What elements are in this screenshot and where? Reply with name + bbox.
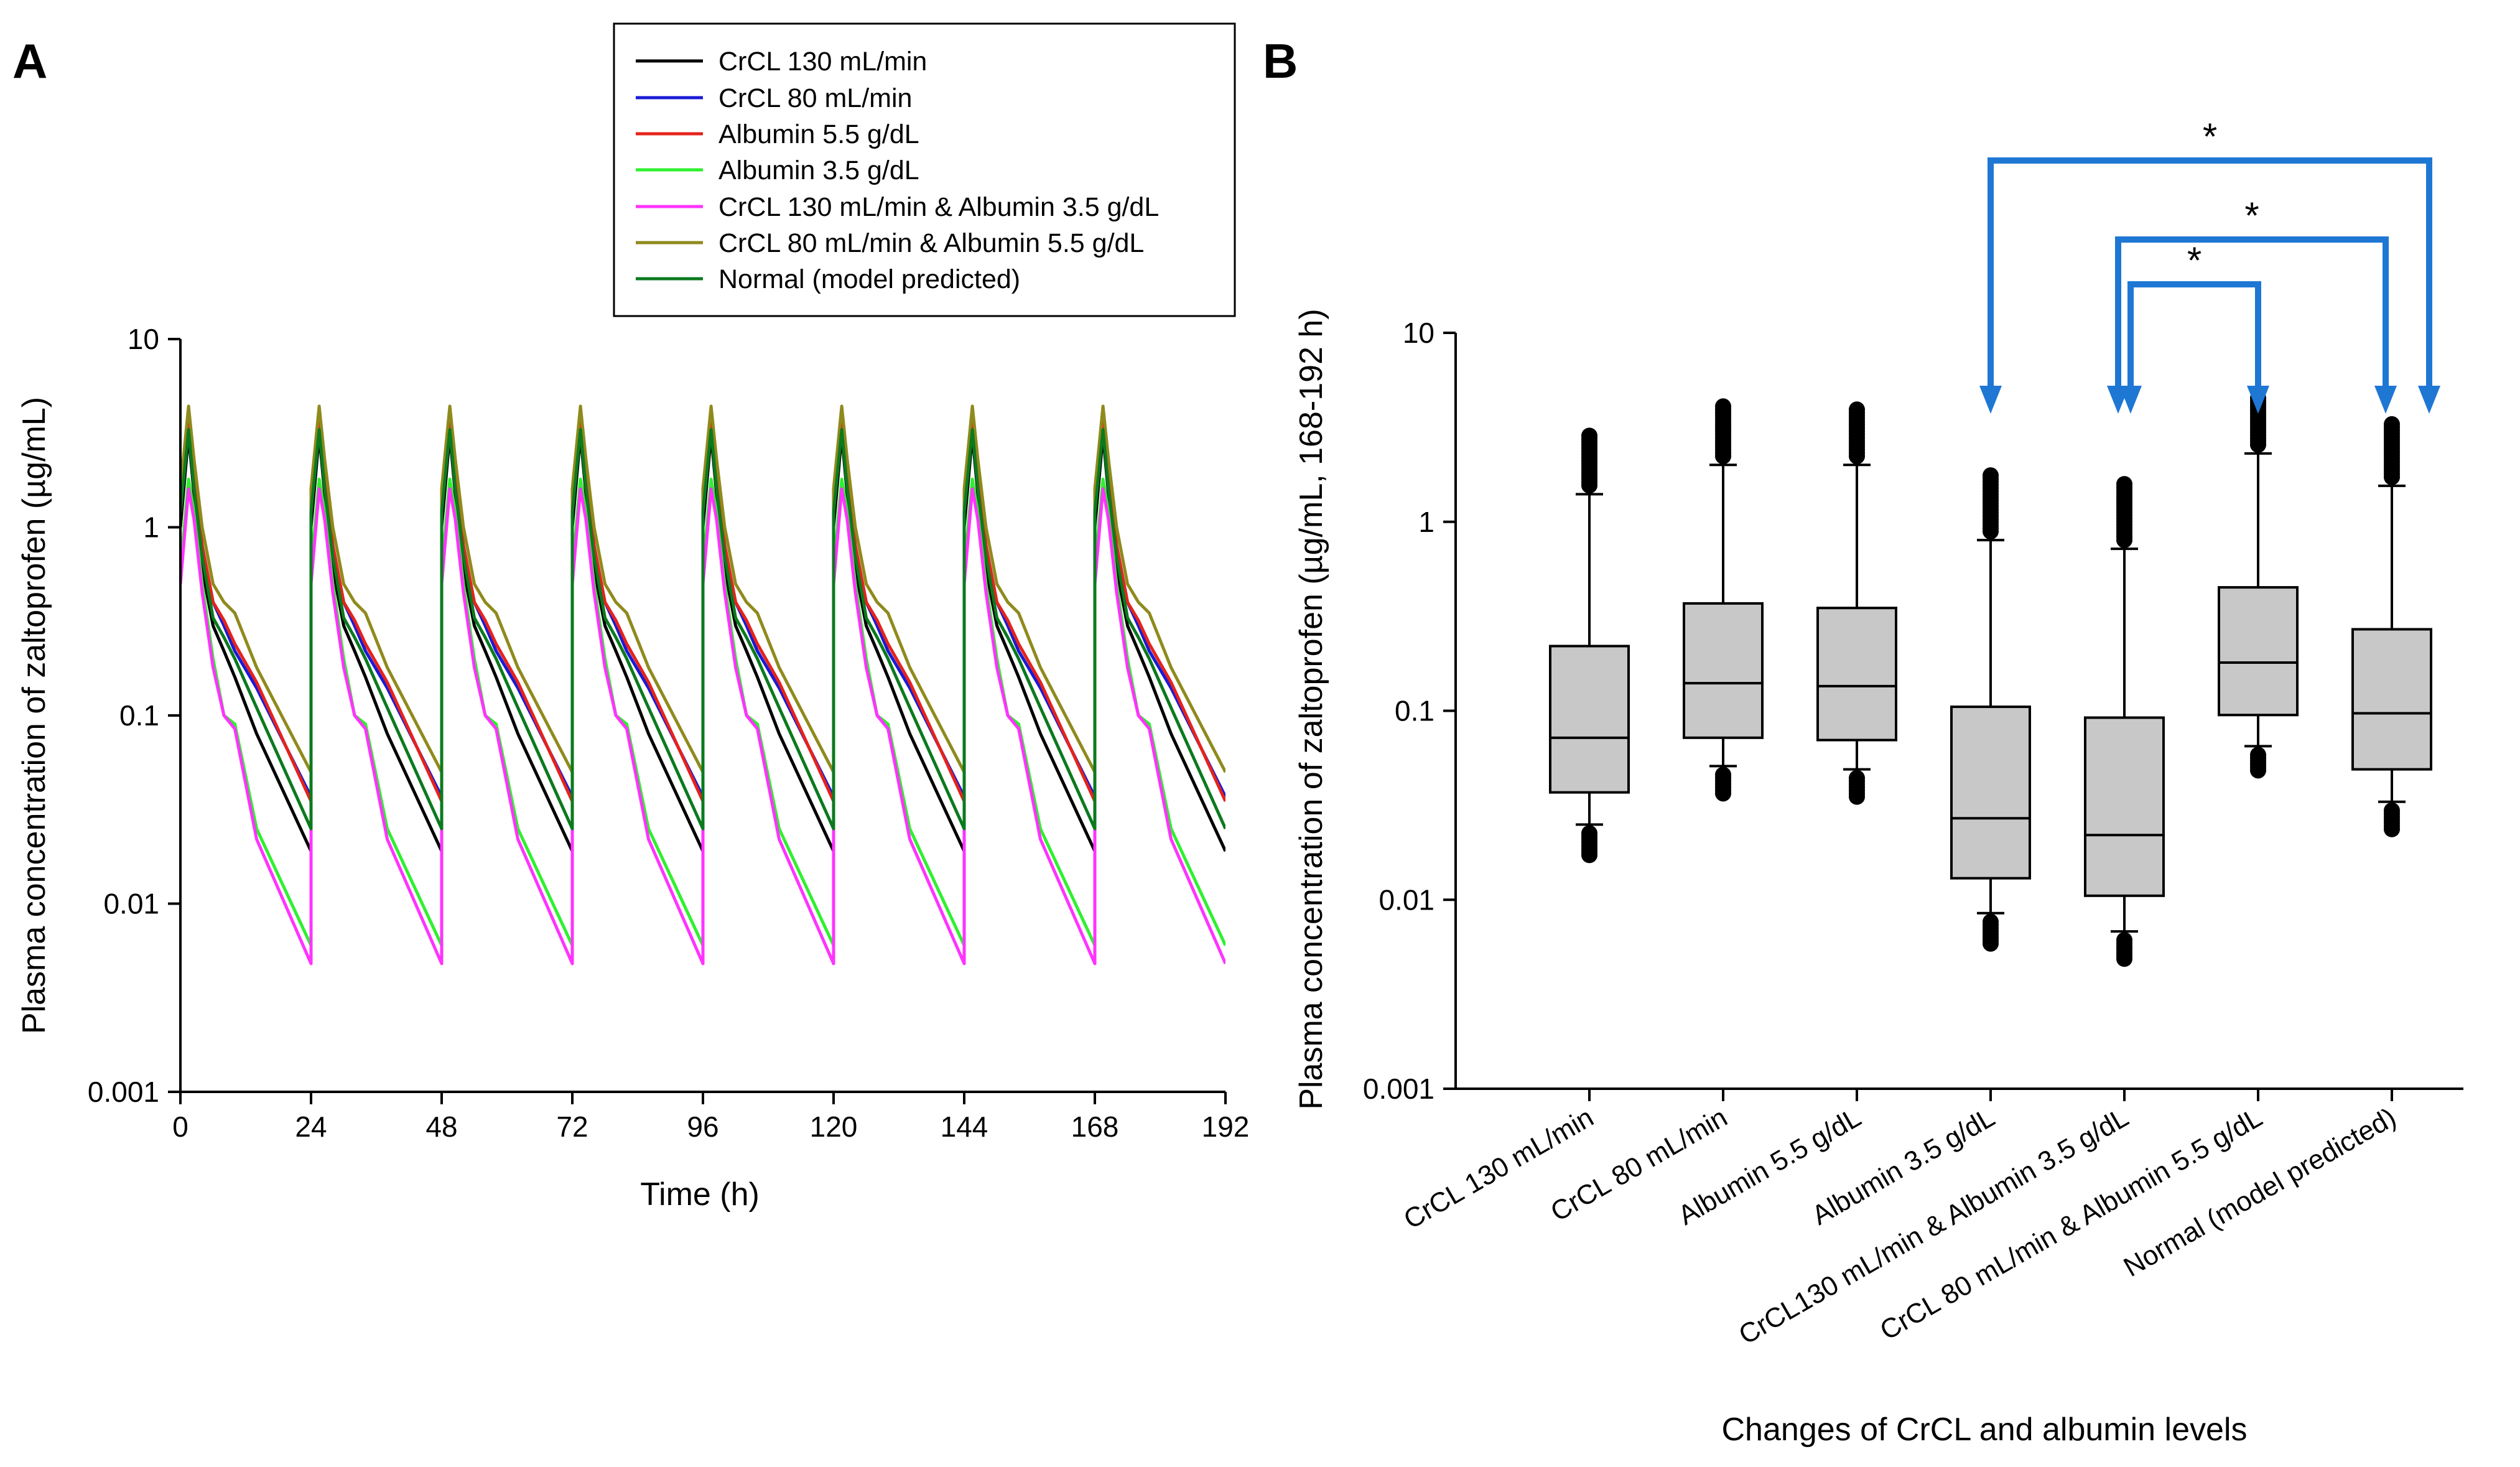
box-iqr — [1950, 706, 2031, 880]
panel-a-ticks: 0.001 0.01 0.1 1 10 0 24 48 72 96 120 144 168 192 — [88, 323, 1250, 1143]
significance-arrowhead — [2418, 386, 2440, 414]
box-outlier-point — [2384, 416, 2400, 432]
legend-label: Normal (model predicted) — [718, 264, 1020, 294]
legend-entry-alb35: Albumin 3.5 g/dL — [636, 156, 919, 185]
x-tick-label: 144 — [941, 1111, 988, 1143]
legend-label: CrCL 80 mL/min — [718, 83, 912, 113]
panel-b-ticks: 0.001 0.01 0.1 1 10 — [1363, 317, 1456, 1105]
box-outlier-point — [1715, 398, 1731, 415]
x-tick-label: 192 — [1202, 1111, 1250, 1143]
y-tick-label: 10 — [1403, 317, 1434, 349]
y-tick-label: 1 — [1418, 506, 1434, 538]
panel-b-boxes — [1549, 389, 2432, 967]
legend-entry-crcl80: CrCL 80 mL/min — [636, 83, 912, 113]
legend-entry-alb55: Albumin 5.5 g/dL — [636, 119, 919, 149]
y-tick-label: 10 — [128, 323, 159, 355]
legend-frame — [613, 22, 1236, 317]
x-tick-label: 24 — [295, 1111, 327, 1143]
panel-b-label: B — [1263, 34, 1298, 88]
legend-entry-crcl130: CrCL 130 mL/min — [636, 47, 927, 77]
legend-label: CrCL 130 mL/min & Albumin 3.5 g/dL — [718, 192, 1159, 222]
x-tick-label: 96 — [687, 1111, 718, 1143]
box-iqr — [1549, 645, 1630, 794]
legend-entry-crcl130-alb35: CrCL 130 mL/min & Albumin 3.5 g/dL — [636, 192, 1159, 222]
box-outlier-point — [1983, 467, 1999, 484]
significance-arrowhead — [2119, 386, 2142, 414]
box-iqr — [1683, 602, 1764, 739]
significance-bracket — [2127, 281, 2261, 392]
panel-a-label: A — [12, 34, 47, 88]
box-outlier-point — [2116, 951, 2132, 967]
panel-a: A 0.001 0.01 0.1 1 10 0 24 48 72 96 120 144 168 192 T… — [12, 22, 1250, 1213]
x-tick-label: 0 — [172, 1111, 188, 1143]
y-tick-label: 0.001 — [1363, 1073, 1434, 1105]
legend-entry-crcl80-alb55: CrCL 80 mL/min & Albumin 5.5 g/dL — [636, 228, 1144, 258]
box-iqr — [1816, 607, 1897, 742]
box-outlier-point — [2250, 762, 2266, 779]
legend-label: Albumin 5.5 g/dL — [718, 119, 919, 149]
box-outlier-point — [1983, 935, 1999, 952]
box-outlier-point — [1715, 785, 1731, 802]
legend-label: CrCL 80 mL/min & Albumin 5.5 g/dL — [718, 228, 1144, 258]
panel-a-y-title: Plasma concentration of zaltoprofen (µg/… — [16, 397, 52, 1034]
y-tick-label: 0.01 — [103, 888, 159, 920]
significance-bracket — [1988, 157, 2432, 392]
box-iqr — [2084, 716, 2165, 897]
y-tick-label: 0.1 — [1395, 695, 1434, 727]
y-tick-label: 0.01 — [1379, 883, 1434, 916]
box-outlier-point — [1849, 788, 1865, 805]
legend-label: Albumin 3.5 g/dL — [718, 156, 919, 185]
panel-a-x-title: Time (h) — [640, 1176, 760, 1213]
x-tick-label: 168 — [1071, 1111, 1119, 1143]
x-tick-label: 120 — [810, 1111, 858, 1143]
box-outlier-point — [1581, 427, 1597, 444]
box-iqr — [2218, 586, 2299, 717]
x-tick-label: 48 — [425, 1111, 457, 1143]
significance-bracket — [2115, 236, 2389, 392]
panel-b-x-title: Changes of CrCL and albumin levels — [1722, 1412, 2248, 1448]
panel-a-legend: CrCL 130 mL/min CrCL 80 mL/min Albumin 5… — [613, 22, 1236, 317]
x-tick-label: 72 — [556, 1111, 588, 1143]
series-line — [180, 428, 1225, 831]
panel-a-series-lines — [180, 404, 1225, 966]
significance-arrowhead — [2247, 386, 2269, 414]
y-tick-label: 0.1 — [119, 699, 159, 732]
significance-star: * — [2203, 116, 2217, 157]
panel-b-significance: * * * — [1979, 116, 2440, 414]
significance-star: * — [2187, 240, 2202, 281]
box-outlier-point — [2384, 821, 2400, 837]
significance-arrowhead — [2374, 386, 2397, 414]
panel-b-y-title: Plasma concentration of zaltoprofen (µg/… — [1293, 309, 1329, 1109]
y-tick-label: 0.001 — [88, 1076, 159, 1108]
legend-entry-normal: Normal (model predicted) — [636, 264, 1020, 294]
legend-label: CrCL 130 mL/min — [718, 47, 927, 77]
box-iqr — [2351, 628, 2432, 771]
box-outlier-point — [1849, 401, 1865, 418]
box-outlier-point — [1581, 847, 1597, 864]
significance-star: * — [2244, 195, 2259, 236]
box-outlier-point — [2116, 476, 2132, 493]
y-tick-label: 1 — [143, 511, 159, 544]
significance-arrowhead — [1979, 386, 2002, 414]
